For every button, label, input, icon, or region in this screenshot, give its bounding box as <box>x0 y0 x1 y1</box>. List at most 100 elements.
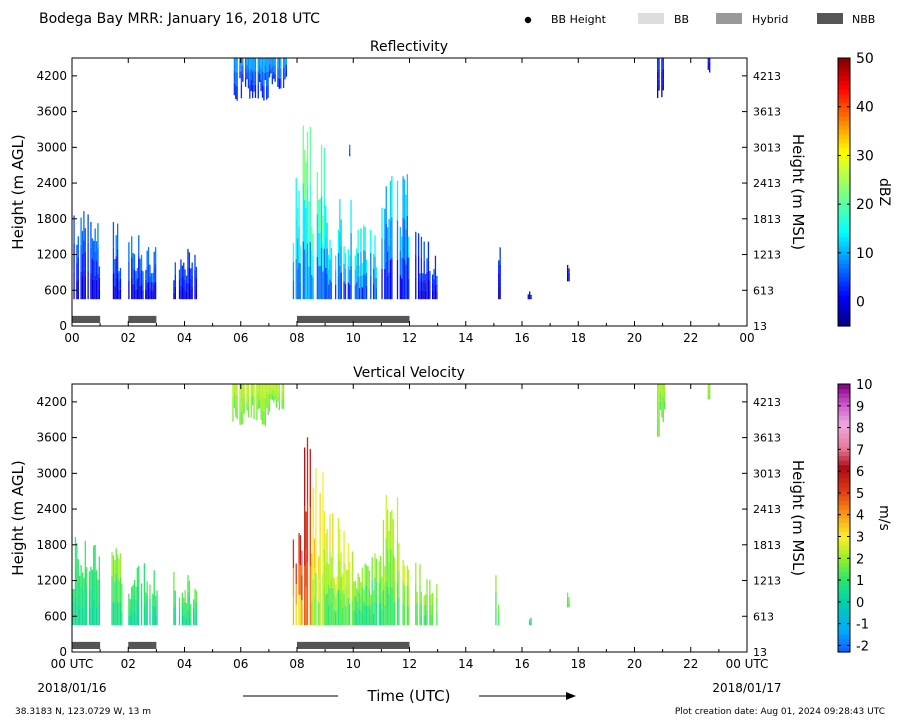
velocity-echo-stroke <box>275 391 278 400</box>
velocity-colorbar-cell <box>838 495 850 501</box>
velocity-xtick-label: 04 <box>177 657 192 671</box>
reflectivity-echo-stroke <box>707 65 709 70</box>
velocity-echo-stroke <box>140 611 143 626</box>
reflectivity-echo-stroke <box>372 253 375 270</box>
reflectivity-echo-stroke <box>434 270 437 285</box>
reflectivity-echo-stroke <box>396 220 399 260</box>
reflectivity-echo-stroke <box>347 265 349 283</box>
velocity-echo-stroke <box>79 592 81 609</box>
reflectivity-echo-stroke <box>187 265 189 283</box>
velocity-xtick-label: 06 <box>233 657 248 671</box>
velocity-colorbar-cell <box>838 602 850 608</box>
reflectivity-echo-stroke <box>250 69 252 81</box>
reflectivity-echo-stroke <box>263 72 265 87</box>
velocity-echo-stroke <box>235 395 237 406</box>
reflectivity-colorbar-cell <box>838 290 850 296</box>
reflectivity-xtick-label: 10 <box>346 331 361 345</box>
velocity-echo-stroke <box>298 594 300 626</box>
reflectivity-echo-stroke <box>93 240 95 261</box>
velocity-echo-stroke <box>402 603 404 626</box>
reflectivity-xtick-label: 04 <box>177 331 192 345</box>
velocity-echo-stroke <box>138 585 140 606</box>
reflectivity-echo-stroke <box>261 84 264 98</box>
velocity-echo-stroke <box>88 607 91 626</box>
velocity-echo-stroke <box>174 590 176 603</box>
reflectivity-echo-stroke <box>139 285 141 300</box>
velocity-echo-stroke <box>292 539 295 569</box>
velocity-ytick-right-label: 3613 <box>753 432 781 445</box>
reflectivity-colorbar-cell <box>838 129 850 135</box>
velocity-echo-stroke <box>256 384 258 397</box>
reflectivity-echo-cluster <box>567 264 570 282</box>
velocity-echo-stroke <box>247 406 250 418</box>
reflectivity-echo-stroke <box>81 276 84 300</box>
velocity-echo-stroke <box>131 587 133 600</box>
velocity-echo-stroke <box>305 549 307 588</box>
velocity-echo-stroke <box>498 618 500 626</box>
velocity-echo-stroke <box>664 400 666 410</box>
reflectivity-colorbar-cell <box>838 58 850 64</box>
reflectivity-echo-stroke <box>187 282 189 300</box>
velocity-colorbar-cell <box>838 513 850 519</box>
reflectivity-echo-stroke <box>94 275 96 300</box>
velocity-echo-stroke <box>118 580 120 604</box>
reflectivity-echo-stroke <box>174 286 176 300</box>
reflectivity-echo-stroke <box>426 258 428 272</box>
velocity-echo-stroke <box>174 613 176 626</box>
reflectivity-echo-stroke <box>657 71 659 85</box>
velocity-colorbar-cell <box>838 611 850 617</box>
velocity-echo-stroke <box>306 562 309 626</box>
reflectivity-echo-stroke <box>327 269 330 285</box>
velocity-echo-stroke <box>385 581 387 626</box>
velocity-echo-stroke <box>423 615 425 626</box>
velocity-echo-stroke <box>259 384 261 392</box>
velocity-echo-stroke <box>292 596 295 626</box>
velocity-echo-stroke <box>337 553 340 590</box>
reflectivity-echo-stroke <box>239 58 241 65</box>
velocity-echo-stroke <box>529 623 531 626</box>
velocity-echo-stroke <box>261 397 264 412</box>
velocity-echo-stroke <box>420 614 423 626</box>
velocity-echo-stroke <box>292 568 295 597</box>
reflectivity-echo-stroke <box>81 230 84 254</box>
velocity-echo-stroke <box>86 586 88 606</box>
reflectivity-echo-stroke <box>323 147 326 199</box>
velocity-echo-stroke <box>403 605 406 626</box>
velocity-echo-cluster <box>311 468 326 626</box>
reflectivity-echo-stroke <box>180 272 182 286</box>
reflectivity-echo-stroke <box>185 291 188 300</box>
velocity-echo-stroke <box>426 609 428 626</box>
reflectivity-echo-stroke <box>297 207 299 239</box>
reflectivity-echo-stroke <box>385 223 387 262</box>
velocity-echo-stroke <box>95 606 98 626</box>
velocity-echo-stroke <box>357 590 359 608</box>
reflectivity-echo-cluster <box>325 199 352 300</box>
velocity-echo-stroke <box>301 550 303 576</box>
reflectivity-echo-stroke <box>132 253 134 269</box>
reflectivity-echo-stroke <box>135 280 137 290</box>
reflectivity-echo-stroke <box>235 71 237 86</box>
reflectivity-echo-stroke <box>529 296 531 300</box>
reflectivity-echo-stroke <box>119 278 122 289</box>
reflectivity-echo-stroke <box>387 275 389 300</box>
reflectivity-echo-cluster <box>292 178 302 300</box>
reflectivity-echo-stroke <box>325 267 327 300</box>
velocity-echo-stroke <box>240 397 243 412</box>
velocity-echo-stroke <box>315 572 317 626</box>
velocity-colorbar-cell <box>838 415 850 421</box>
reflectivity-echo-stroke <box>344 268 347 284</box>
reflectivity-echo-stroke <box>195 266 198 278</box>
reflectivity-echo-stroke <box>375 288 378 300</box>
velocity-echo-stroke <box>268 384 271 394</box>
velocity-echo-stroke <box>424 594 427 605</box>
reflectivity-echo-stroke <box>240 84 243 99</box>
reflectivity-ytick-label: 1800 <box>36 212 67 226</box>
velocity-echo-stroke <box>146 610 148 626</box>
velocity-echo-stroke <box>353 581 355 597</box>
velocity-echo-stroke <box>119 601 122 626</box>
velocity-echo-stroke <box>361 606 363 626</box>
velocity-echo-stroke <box>354 580 356 596</box>
velocity-echo-stroke <box>388 531 390 563</box>
velocity-echo-stroke <box>364 563 366 585</box>
reflectivity-echo-stroke <box>247 68 250 79</box>
